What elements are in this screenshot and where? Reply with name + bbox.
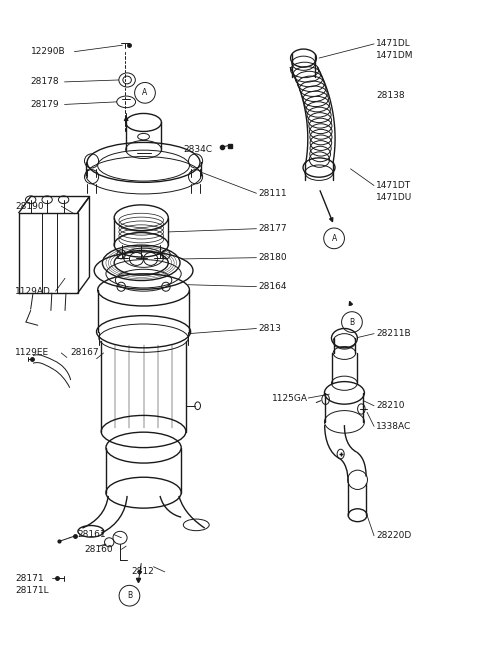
Text: A: A: [143, 88, 148, 97]
Text: 28211B: 28211B: [376, 329, 411, 338]
Text: 2813: 2813: [259, 324, 282, 333]
Text: 1125GA: 1125GA: [272, 394, 308, 403]
Text: 1129EE: 1129EE: [15, 348, 49, 357]
Text: 1338AC: 1338AC: [376, 422, 412, 431]
Text: 28179: 28179: [31, 100, 60, 109]
Text: 28138: 28138: [376, 91, 405, 100]
Text: 28160: 28160: [85, 545, 113, 554]
Text: 2834C: 2834C: [183, 145, 213, 154]
Text: 1471DT: 1471DT: [376, 181, 411, 190]
Text: 12290B: 12290B: [31, 47, 65, 56]
Text: 2812: 2812: [132, 568, 155, 576]
Text: 28190: 28190: [15, 202, 44, 211]
Text: 1129AD: 1129AD: [15, 286, 51, 296]
Text: B: B: [349, 317, 355, 327]
Text: 28164: 28164: [259, 282, 288, 291]
Text: 28167: 28167: [71, 348, 99, 357]
Text: 1471DU: 1471DU: [376, 193, 413, 202]
Text: 28161: 28161: [78, 530, 107, 539]
Text: B: B: [127, 591, 132, 600]
Text: 28210: 28210: [376, 401, 405, 410]
Text: 28171: 28171: [15, 574, 44, 583]
Text: 1471DM: 1471DM: [376, 51, 414, 60]
Text: 28178: 28178: [31, 78, 60, 87]
Text: 28171L: 28171L: [15, 586, 49, 595]
Text: 28111: 28111: [259, 189, 288, 198]
Text: A: A: [332, 234, 336, 243]
Text: 28180: 28180: [259, 253, 288, 262]
Text: 1471DL: 1471DL: [376, 39, 411, 49]
Text: 28220D: 28220D: [376, 532, 412, 540]
Text: 28177: 28177: [259, 224, 288, 233]
